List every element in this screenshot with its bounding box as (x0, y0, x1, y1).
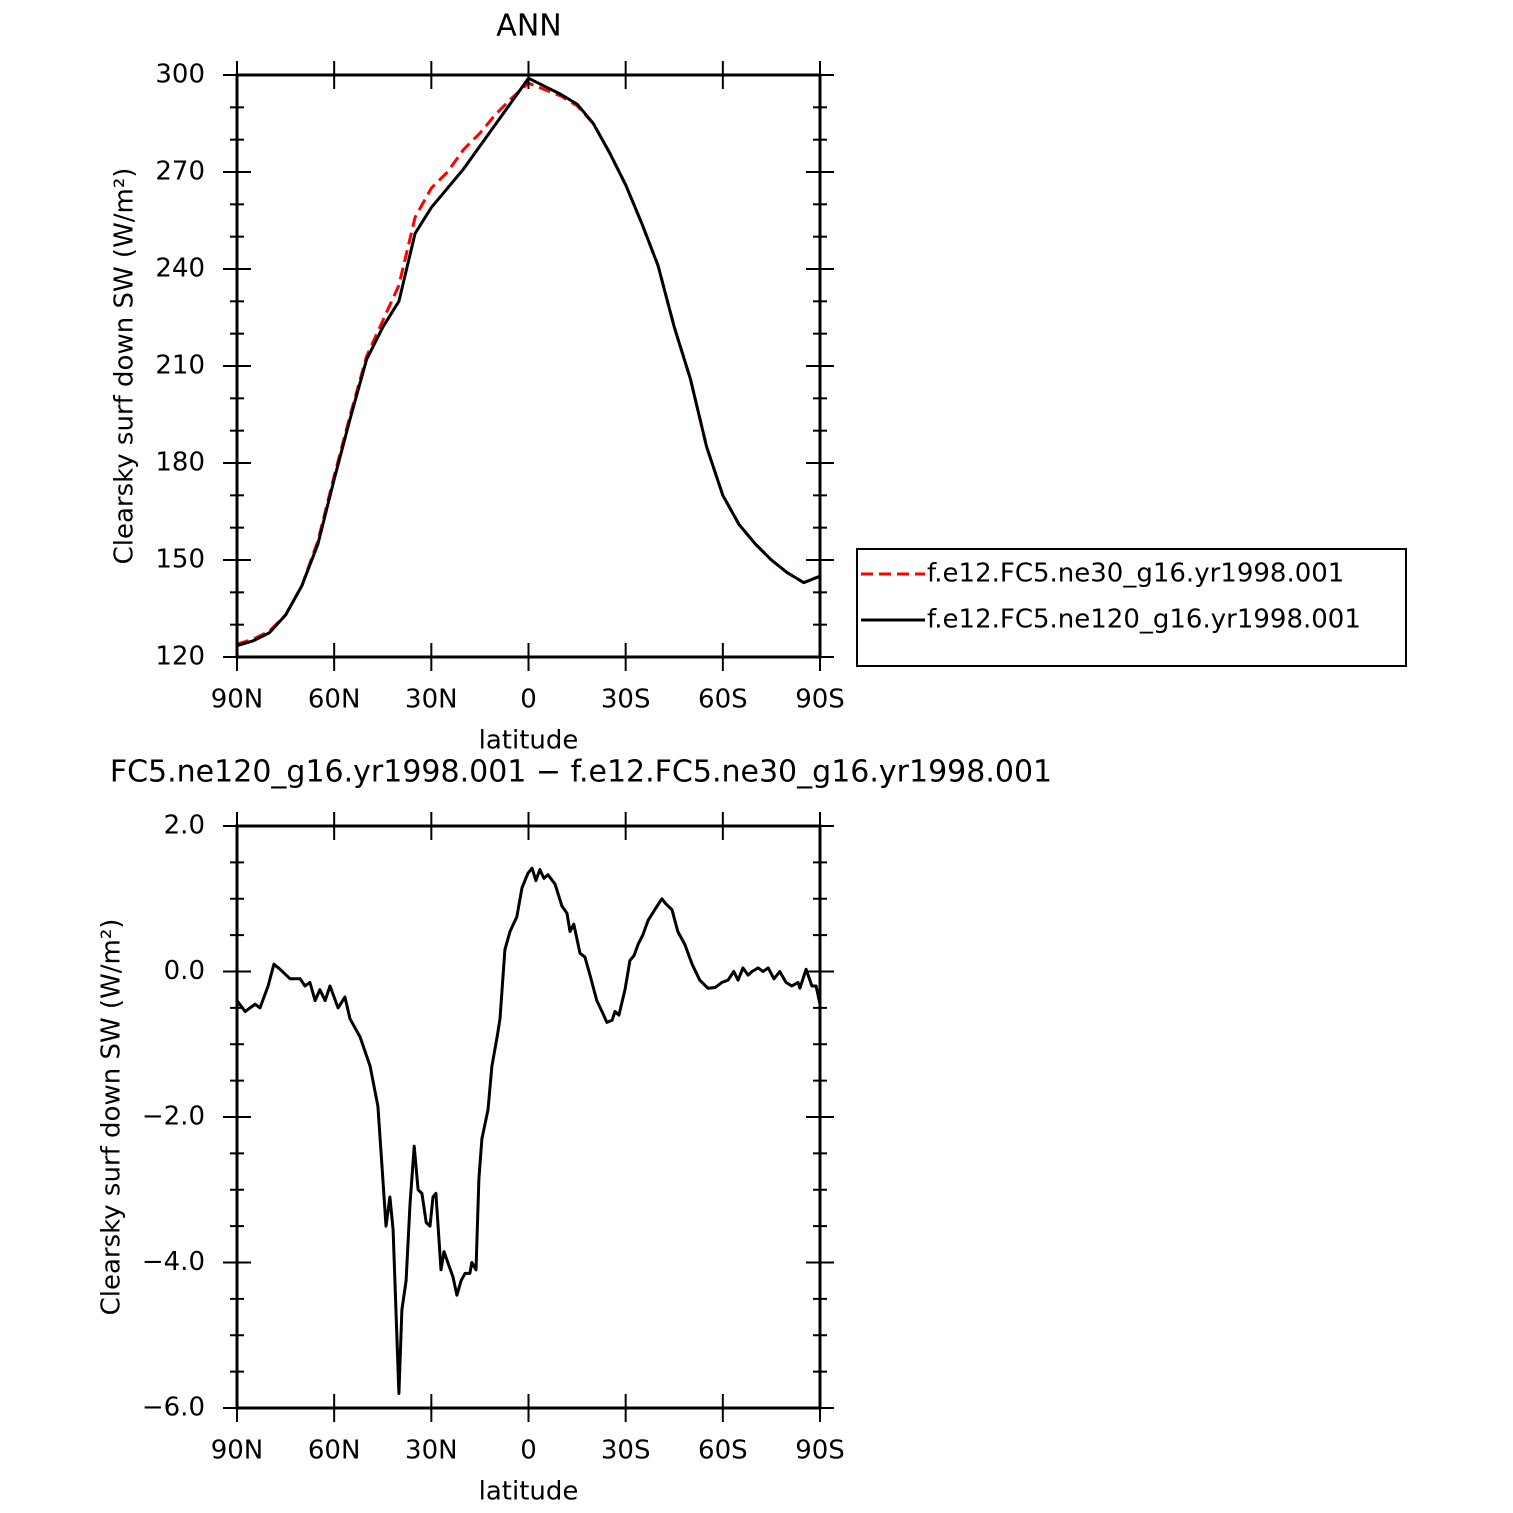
x-tick-label: 60N (308, 685, 361, 715)
x-tick-label: 30N (405, 1436, 458, 1466)
y-tick-label: −2.0 (142, 1102, 205, 1132)
x-tick-label: 30S (601, 685, 651, 715)
x-tick-label: 60S (698, 1436, 748, 1466)
x-tick-label: 0 (520, 685, 537, 715)
chart-title: FC5.ne120_g16.yr1998.001 − f.e12.FC5.ne3… (110, 755, 1052, 790)
x-axis-label: latitude (479, 1477, 579, 1507)
y-tick-label: 120 (155, 642, 205, 672)
plot-frame (235, 73, 822, 659)
x-tick-label: 30N (405, 685, 458, 715)
x-tick-label: 60S (698, 685, 748, 715)
x-tick-label: 90S (795, 685, 845, 715)
y-tick-label: 2.0 (164, 811, 205, 841)
data-line (235, 866, 822, 1395)
legend-label: f.e12.FC5.ne30_g16.yr1998.001 (927, 559, 1344, 589)
x-axis-label: latitude (479, 726, 579, 756)
chart-title: ANN (496, 9, 561, 44)
plot-frame (235, 824, 822, 1410)
y-axis-label: Clearsky surf down SW (W/m²) (97, 919, 127, 1316)
x-tick-label: 30S (601, 1436, 651, 1466)
y-tick-label: −4.0 (142, 1247, 205, 1277)
x-tick-label: 90N (211, 685, 264, 715)
data-line (236, 76, 821, 648)
x-tick-label: 90N (211, 1436, 264, 1466)
y-tick-label: 150 (155, 545, 205, 575)
y-tick-label: 210 (155, 351, 205, 381)
legend-box (856, 548, 1407, 667)
y-tick-label: 180 (155, 448, 205, 478)
y-tick-label: −6.0 (142, 1393, 205, 1423)
y-tick-label: 300 (155, 60, 205, 90)
legend-label: f.e12.FC5.ne120_g16.yr1998.001 (927, 605, 1361, 635)
y-tick-label: 0.0 (164, 956, 205, 986)
x-tick-label: 90S (795, 1436, 845, 1466)
y-tick-label: 240 (155, 254, 205, 284)
x-tick-label: 0 (520, 1436, 537, 1466)
y-axis-label: Clearsky surf down SW (W/m²) (110, 168, 140, 565)
x-tick-label: 60N (308, 1436, 361, 1466)
y-tick-label: 270 (155, 157, 205, 187)
data-line (236, 81, 821, 646)
